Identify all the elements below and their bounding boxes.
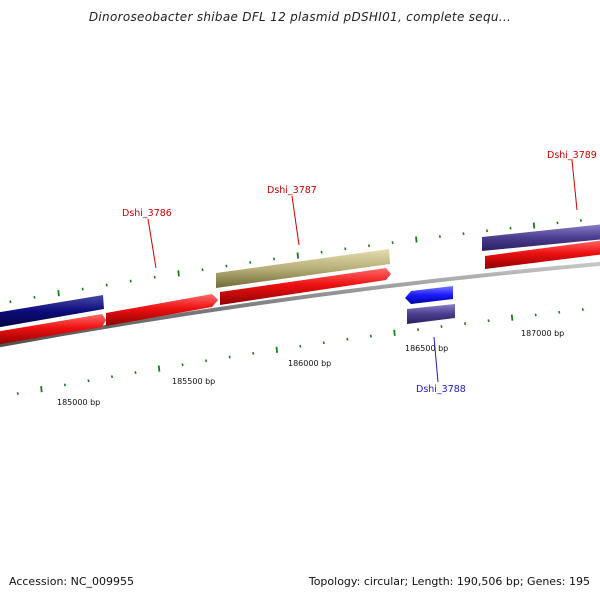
leader-line-dshi3787 (291, 195, 300, 246)
gene-label-dshi3789[interactable]: Dshi_3789 (547, 150, 597, 161)
major-tick (40, 386, 43, 393)
minor-tick (225, 264, 228, 268)
minor-tick (129, 279, 132, 283)
minor-tick (205, 359, 208, 363)
gene-bar-dshi3788[interactable] (407, 304, 455, 324)
minor-tick (249, 261, 252, 264)
bp-label: 185500 bp (172, 377, 215, 386)
minor-tick (558, 310, 561, 314)
minor-tick (509, 226, 512, 230)
minor-tick (201, 268, 204, 272)
major-tick (177, 270, 180, 277)
map-title: Dinoroseobacter shibae DFL 12 plasmid pD… (88, 10, 512, 24)
minor-tick (110, 375, 114, 379)
major-tick (157, 365, 161, 372)
accession-text: Accession: NC_009955 (9, 575, 135, 588)
cds-arrow[interactable] (0, 314, 106, 345)
minor-tick (299, 344, 302, 348)
minor-tick (581, 308, 584, 311)
minor-tick (416, 328, 420, 332)
gene-label-dshi3787[interactable]: Dshi_3787 (267, 185, 317, 196)
major-tick (415, 236, 418, 243)
bp-label: 185000 bp (57, 398, 100, 407)
minor-tick (153, 275, 156, 279)
minor-tick (369, 334, 372, 338)
minor-tick (367, 244, 371, 248)
outer-tick-ring (9, 219, 582, 304)
minor-tick (87, 379, 90, 383)
minor-tick (320, 250, 323, 254)
major-tick (510, 314, 514, 321)
bp-label: 186500 bp (405, 344, 448, 353)
gene-bar-dshi3787[interactable] (216, 249, 390, 288)
major-tick (532, 222, 536, 229)
topology-summary: Topology: circular; Length: 190,506 bp; … (308, 575, 590, 588)
minor-tick (181, 363, 184, 367)
minor-tick (534, 313, 537, 317)
minor-tick (485, 229, 489, 233)
minor-tick (33, 295, 36, 299)
major-tick (296, 252, 299, 259)
minor-tick (440, 325, 443, 328)
gene-bar-dshi3789[interactable] (482, 224, 600, 251)
bp-label: 186000 bp (288, 359, 331, 368)
minor-tick (16, 392, 19, 395)
major-tick (57, 290, 60, 297)
minor-tick (487, 319, 490, 323)
minor-tick (322, 341, 325, 345)
minor-tick (346, 337, 349, 341)
cds-arrow[interactable] (106, 294, 218, 326)
minor-tick (391, 241, 394, 244)
bp-label: 187000 bp (521, 329, 564, 338)
minor-tick (438, 235, 441, 238)
minor-tick (252, 351, 255, 355)
minor-tick (228, 355, 231, 359)
plasmid-backbone (0, 261, 600, 348)
gene-label-dshi3788[interactable]: Dshi_3788 (416, 384, 466, 395)
minor-tick (344, 247, 347, 251)
cds-arrow-reverse[interactable] (405, 286, 453, 304)
minor-tick (462, 232, 465, 236)
major-tick (393, 329, 396, 336)
minor-tick (556, 221, 559, 225)
cds-arrow[interactable] (220, 268, 391, 305)
inner-tick-ring (16, 308, 584, 395)
major-tick (275, 346, 278, 353)
minor-tick (81, 287, 84, 291)
minor-tick (272, 257, 276, 261)
leader-line-dshi3789 (571, 159, 578, 211)
minor-tick (464, 322, 467, 325)
minor-tick (134, 371, 137, 374)
minor-tick (579, 219, 582, 222)
cds-arrow[interactable] (485, 240, 600, 269)
minor-tick (9, 300, 12, 304)
minor-tick (63, 383, 66, 387)
leader-line-dshi3788 (433, 336, 439, 383)
leader-line-dshi3786 (147, 218, 157, 269)
minor-tick (105, 283, 108, 287)
gene-label-dshi3786[interactable]: Dshi_3786 (122, 208, 172, 219)
gene-bar-dark[interactable] (0, 295, 104, 328)
